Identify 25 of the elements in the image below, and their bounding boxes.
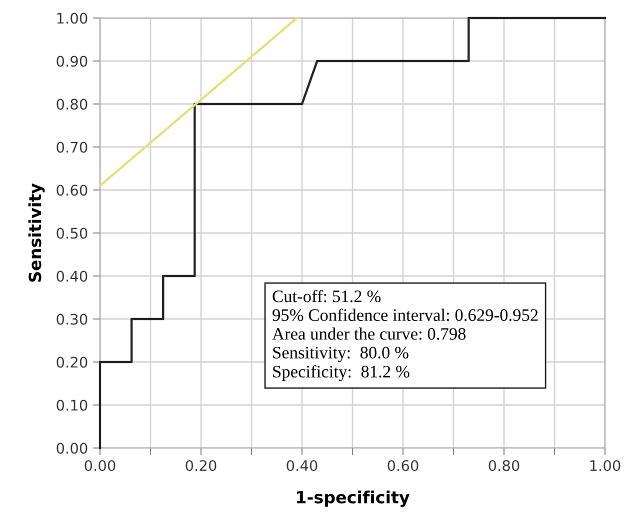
y-tick-label: 0.60: [56, 184, 88, 196]
y-tick-label: 0.90: [56, 56, 88, 67]
y-tick-label: 0.20: [56, 356, 88, 368]
x-axis-title: 1-specificity: [297, 490, 410, 507]
x-tick-label: 1.00: [590, 460, 620, 472]
y-tick-label: 1.00: [57, 12, 88, 24]
x-tick-label: 0.00: [84, 460, 116, 472]
line-series: [98, 16, 606, 450]
annotation: Specificity: 81.2 %: [273, 365, 410, 382]
x-tick-label: 0.80: [488, 460, 520, 472]
y-tick-label: 0.30: [56, 314, 88, 325]
y-tick-label: 0.40: [56, 270, 88, 282]
y-tick-label: 0.00: [56, 442, 88, 454]
annotation: Sensitivity: 80.0 %: [273, 346, 408, 362]
y-tick-label: 0.10: [56, 400, 88, 411]
annotation: Area under the curve: 0.798: [272, 328, 466, 340]
x-tick-label: 0.20: [186, 460, 216, 472]
y-tick-label: 0.80: [56, 98, 88, 110]
x-tick-label: 0.60: [388, 460, 418, 472]
annotation: 95% Confidence interval: 0.629-0.952: [272, 308, 538, 322]
annotation: Cut-off: 51.2 %: [272, 290, 381, 302]
x-tick-label: 0.40: [286, 460, 318, 472]
y-tick-label: 0.50: [56, 228, 88, 239]
y-tick-label: 0.70: [56, 142, 88, 153]
y-axis-title: Sensitivity: [28, 183, 45, 282]
